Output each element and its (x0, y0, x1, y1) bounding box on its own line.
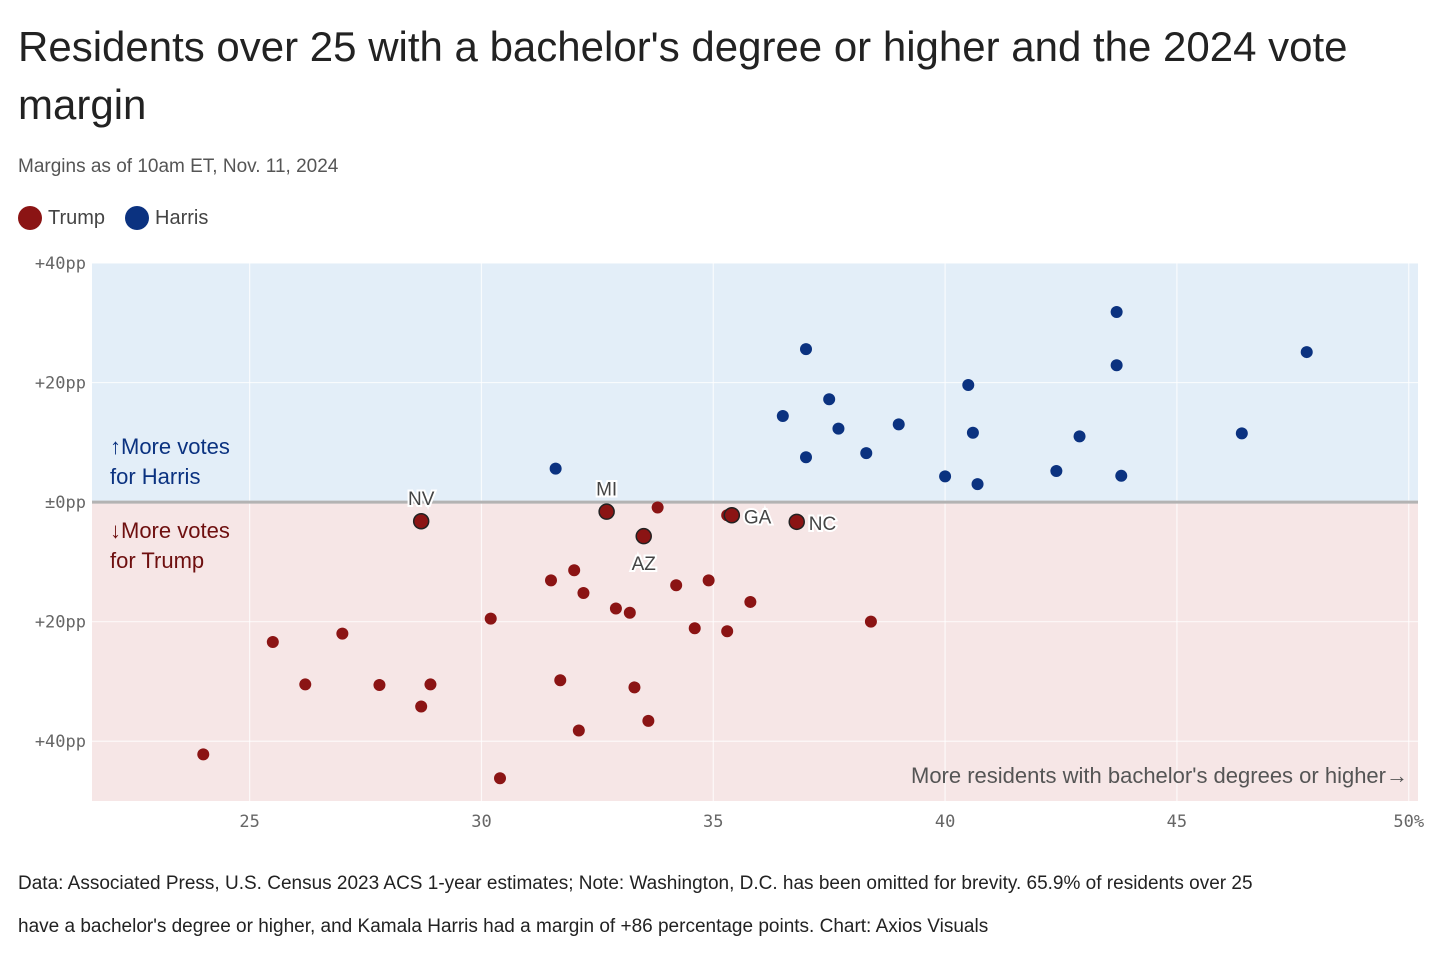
trump-point (568, 564, 581, 577)
legend-label-harris: Harris (155, 206, 209, 229)
trump-point (412, 512, 430, 530)
legend-swatch-trump (18, 206, 42, 230)
footer-line-2: have a bachelor's degree or higher, and … (18, 916, 989, 937)
x-axis-label: More residents with bachelor's degrees o… (911, 763, 1408, 788)
footer-line-1: Data: Associated Press, U.S. Census 2023… (18, 873, 1253, 894)
harris-point (1300, 346, 1313, 359)
harris-point (962, 378, 975, 391)
x-tick-label: 40 (935, 812, 955, 832)
x-tick-label: 25 (239, 812, 259, 832)
trump-point (635, 527, 652, 545)
harris-point (939, 470, 952, 483)
harris-point (1110, 306, 1123, 319)
trump-point (642, 714, 655, 727)
harris-point (549, 462, 562, 475)
state-label-nv: NV (408, 489, 435, 510)
harris-region-label-line2: for Harris (110, 464, 200, 489)
legend-swatch-harris (125, 206, 150, 230)
trump-point (494, 772, 506, 785)
harris-point (1073, 430, 1086, 443)
harris-point (1110, 359, 1123, 372)
harris-region-label-line1: ↑More votes (110, 434, 230, 459)
trump-point (721, 625, 734, 638)
harris-point (832, 422, 845, 435)
trump-point (336, 627, 349, 640)
trump-point (702, 574, 715, 587)
harris-point (800, 343, 812, 356)
y-tick-label: ±0pp (45, 493, 86, 513)
state-label-nc: NC (809, 514, 836, 535)
trump-region-label-line1: ↓More votes (110, 518, 230, 543)
trump-point (788, 513, 805, 531)
legend-item-harris: Harris (125, 206, 208, 230)
trump-point (266, 635, 279, 648)
trump-point (723, 507, 741, 524)
harris-point (1235, 427, 1248, 440)
state-label-ga: GA (744, 507, 772, 528)
trump-point (572, 724, 585, 737)
trump-point (670, 579, 683, 592)
trump-region (92, 502, 1418, 801)
trump-point (744, 595, 757, 608)
trump-point (415, 700, 428, 713)
trump-point (299, 678, 312, 691)
scatter-chart: 25 30 35 40 45 50% +40pp +20pp ±0pp +20pp +40pp ↑M… (35, 254, 1424, 832)
trump-point (864, 615, 877, 628)
legend-label-trump: Trump (48, 206, 106, 229)
y-tick-label: +20pp (35, 613, 86, 633)
x-tick-label: 45 (1167, 812, 1187, 832)
harris-point (966, 426, 979, 439)
x-tick-label: 30 (471, 812, 491, 832)
trump-point (554, 674, 567, 687)
chart-title: Residents over 25 with a bachelor's degr… (18, 23, 1348, 128)
trump-point (545, 574, 557, 587)
y-tick-label: +20pp (35, 374, 86, 394)
state-label-az: AZ (632, 554, 657, 575)
legend-item-trump: Trump (18, 206, 105, 230)
legend: Trump Harris (18, 206, 228, 230)
trump-point (688, 622, 701, 635)
trump-region-label-line2: for Trump (110, 548, 204, 573)
trump-point (197, 748, 210, 761)
x-tick-label: 50% (1393, 812, 1424, 832)
trump-point (609, 602, 622, 615)
trump-point (373, 679, 386, 692)
trump-point (598, 503, 615, 520)
trump-point (628, 681, 641, 694)
trump-point (623, 606, 636, 619)
trump-point (577, 586, 590, 599)
harris-point (1050, 465, 1063, 478)
trump-point (651, 501, 664, 514)
footer-note: Data: Associated Press, U.S. Census 2023… (18, 862, 1438, 948)
x-tick-label: 35 (703, 812, 723, 832)
trump-point (424, 678, 437, 691)
harris-point (776, 410, 789, 423)
harris-point (800, 451, 812, 464)
y-tick-label: +40pp (35, 254, 86, 274)
harris-point (860, 447, 873, 460)
y-tick-label: +40pp (35, 732, 86, 752)
harris-point (1115, 469, 1128, 482)
trump-point (484, 612, 497, 625)
harris-point (823, 393, 836, 406)
state-label-mi: MI (596, 480, 617, 501)
chart-subtitle: Margins as of 10am ET, Nov. 11, 2024 (18, 156, 339, 177)
harris-point (892, 418, 905, 431)
harris-point (971, 478, 984, 491)
